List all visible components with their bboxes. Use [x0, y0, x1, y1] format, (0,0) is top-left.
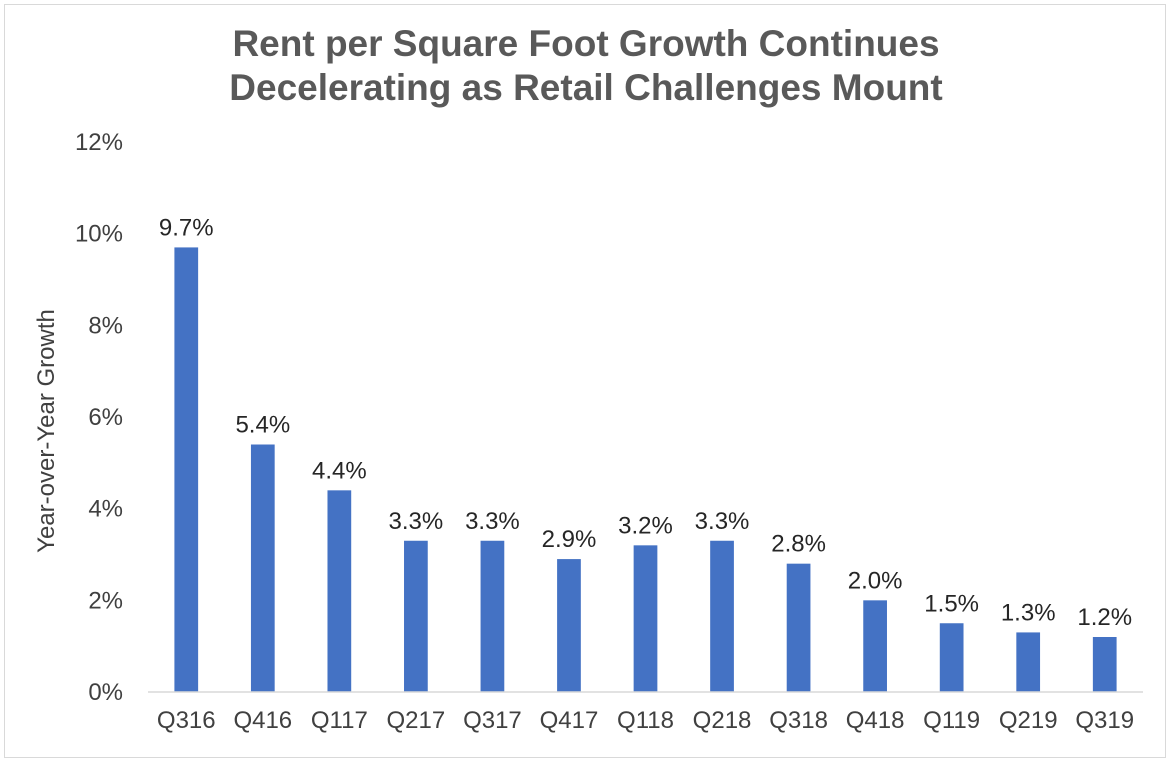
x-tick-label: Q117 [311, 707, 368, 734]
bar [939, 623, 964, 692]
x-axis-ticks: Q316 Q416 Q117 Q217 Q317 Q417 Q118 Q218 Q318 Q418… [157, 707, 1134, 734]
bar [404, 540, 428, 692]
data-label: 3.3% [389, 508, 444, 535]
bar [557, 559, 581, 692]
data-label: 1.5% [924, 590, 979, 617]
bar [633, 545, 658, 692]
x-tick-label: Q119 [923, 707, 980, 734]
data-label: 2.8% [771, 531, 826, 558]
x-tick-label: Q317 [463, 707, 522, 734]
x-tick-label: Q416 [233, 707, 292, 734]
data-label: 5.4% [235, 412, 290, 439]
y-tick-label: 2% [88, 587, 123, 614]
x-tick-label: Q218 [693, 707, 752, 734]
data-label: 1.3% [1001, 599, 1056, 626]
bar [863, 600, 887, 692]
x-tick-label: Q217 [387, 707, 446, 734]
x-tick-label: Q418 [846, 707, 905, 734]
y-tick-label: 10% [75, 221, 123, 248]
x-tick-label: Q219 [999, 707, 1058, 734]
x-tick-label: Q318 [769, 707, 828, 734]
chart-title-line-1: Rent per Square Foot Growth Continues [232, 23, 940, 64]
y-axis-ticks: 0% 2% 4% 6% 8% 10% 12% [75, 129, 123, 706]
data-label: 3.3% [465, 508, 520, 535]
data-label: 4.4% [312, 457, 367, 484]
x-tick-label: Q319 [1075, 707, 1134, 734]
data-label: 3.2% [618, 512, 673, 539]
x-tick-label: Q417 [540, 707, 599, 734]
chart-title-line-2: Decelerating as Retail Challenges Mount [229, 67, 943, 108]
data-label: 3.3% [695, 508, 750, 535]
bar [250, 444, 275, 692]
y-tick-label: 0% [88, 679, 123, 706]
x-tick-label: Q316 [157, 707, 216, 734]
y-tick-label: 12% [75, 129, 123, 156]
data-labels: 9.7% 5.4% 4.4% 3.3% 3.3% 2.9% 3.2% 3.3% 2.8% 2.0%… [159, 214, 1132, 631]
y-axis-label: Year-over-Year Growth [33, 309, 60, 553]
bar [327, 490, 352, 692]
y-tick-label: 8% [88, 312, 123, 339]
bars [174, 247, 1117, 692]
x-tick-label: Q118 [617, 707, 674, 734]
bar [1092, 637, 1117, 692]
bar [1016, 632, 1041, 692]
data-label: 9.7% [159, 214, 214, 241]
y-tick-label: 4% [88, 496, 123, 523]
data-label: 1.2% [1077, 604, 1132, 631]
y-tick-label: 6% [88, 404, 123, 431]
bar [174, 247, 199, 692]
data-label: 2.0% [848, 567, 903, 594]
bar [710, 540, 734, 692]
chart-title: Rent per Square Foot Growth Continues De… [0, 22, 1172, 110]
bar [480, 540, 505, 692]
data-label: 2.9% [542, 526, 597, 553]
bar [786, 563, 811, 692]
